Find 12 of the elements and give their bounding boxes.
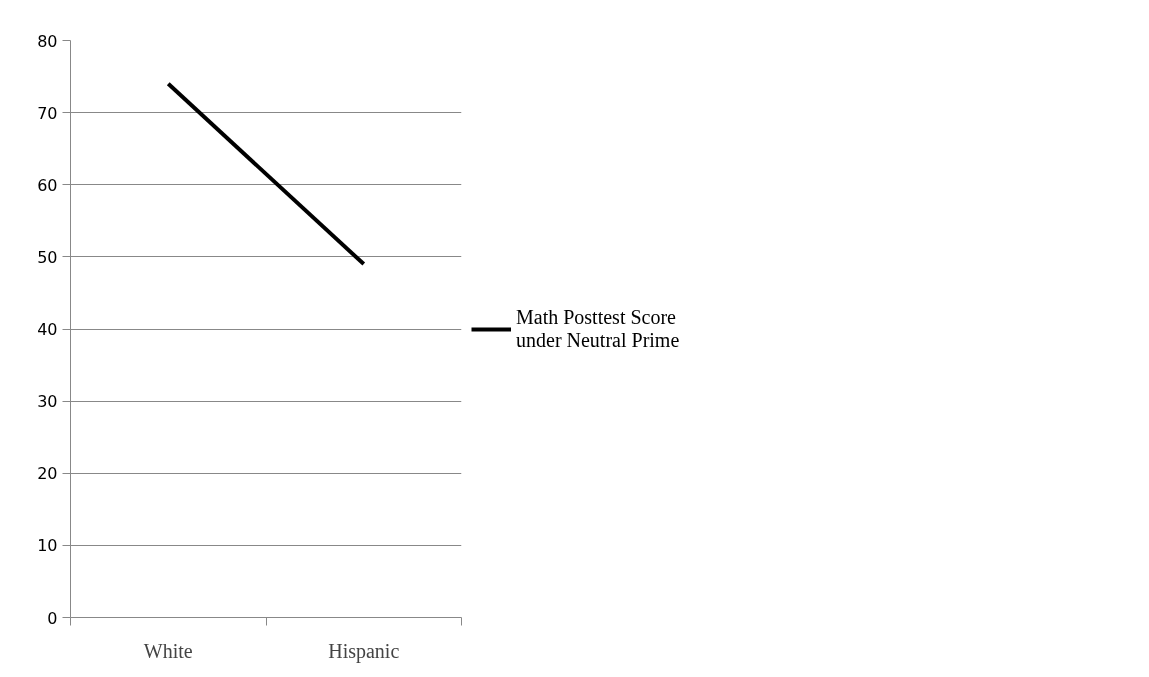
y-tick-label: 50 xyxy=(37,247,58,267)
y-tick-label: 20 xyxy=(37,464,58,484)
x-tick-label: Hispanic xyxy=(328,639,400,663)
y-tick-label: 10 xyxy=(37,536,58,556)
y-tick-label: 70 xyxy=(37,103,58,123)
legend-label: Math Posttest Score under Neutral Prime xyxy=(516,305,680,352)
y-tick-label: 80 xyxy=(37,31,58,51)
x-tick-label: White xyxy=(143,639,193,662)
y-tick-label: 60 xyxy=(37,175,58,195)
y-tick-label: 30 xyxy=(37,392,58,412)
y-tick-label: 40 xyxy=(37,320,58,339)
y-tick-label: 0 xyxy=(47,608,58,628)
